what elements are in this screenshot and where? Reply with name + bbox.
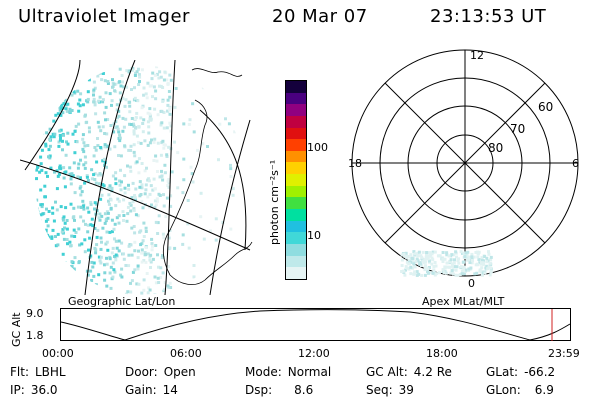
x-tick-0600: 06:00	[170, 347, 202, 360]
colorbar-segment	[286, 150, 306, 163]
info-ip: IP: 36.0	[10, 383, 58, 397]
colorbar-segment	[286, 139, 306, 151]
colorbar-unit-label: photon cm⁻²s⁻¹	[268, 159, 281, 245]
colorbar-segment	[286, 185, 306, 198]
altitude-strip	[60, 308, 571, 341]
mlt-meridian	[384, 82, 546, 244]
colorbar-segment	[286, 127, 306, 140]
latitude-line	[20, 159, 251, 251]
altitude-curve	[60, 309, 571, 341]
time-label: 23:13:53 UT	[430, 6, 547, 27]
colorbar-segment	[286, 220, 306, 233]
mlt-label-18: 18	[348, 157, 362, 170]
colorbar-segment	[286, 92, 306, 105]
colorbar-segment	[286, 197, 306, 210]
colorbar-segment	[286, 267, 306, 279]
coastline	[191, 68, 243, 77]
geographic-label: Geographic Lat/Lon	[68, 295, 176, 308]
coastline	[162, 99, 253, 285]
x-tick-1800: 18:00	[426, 347, 458, 360]
longitude-line	[84, 60, 136, 295]
info-glat: GLat: -66.2	[486, 365, 556, 379]
colorbar-tick-100: 100	[307, 141, 328, 154]
colorbar-segment	[286, 81, 306, 93]
colorbar-segment	[286, 162, 306, 175]
colorbar-tick-10: 10	[307, 229, 321, 242]
mlt-label-6: 6	[572, 157, 579, 170]
colorbar-segment	[286, 104, 306, 116]
info-dsp: Dsp: 8.6	[245, 383, 314, 397]
info-glon: GLon: 6.9	[486, 383, 554, 397]
info-mode: Mode: Normal	[245, 365, 332, 379]
x-tick-1200: 12:00	[298, 347, 330, 360]
colorbar-segment	[286, 174, 306, 186]
colorbar-segment	[286, 232, 306, 244]
colorbar-segment	[286, 209, 306, 221]
info-filter: Flt: LBHL	[10, 365, 66, 379]
colorbar-segment	[286, 243, 306, 256]
y-tick-9: 9.0	[26, 307, 44, 320]
geographic-map-image	[20, 60, 253, 295]
mlt-label-12: 12	[470, 49, 484, 62]
info-seq: Seq: 39	[366, 383, 414, 397]
colorbar-segment	[286, 255, 306, 268]
x-tick-0000: 00:00	[42, 347, 74, 360]
info-door: Door: Open	[125, 365, 196, 379]
longitude-line	[24, 60, 81, 171]
colorbar-segment	[286, 115, 306, 128]
info-gain: Gain: 14	[125, 383, 178, 397]
info-gc-alt: GC Alt: 4.2 Re	[366, 365, 452, 379]
polar-mlat-mlt-plot: 12 18 6 0 60 70 80	[348, 49, 579, 290]
instrument-title: Ultraviolet Imager	[18, 6, 190, 27]
longitude-line	[164, 60, 176, 295]
lat-label-70: 70	[510, 122, 525, 136]
gc-alt-axis-label: GC Alt	[10, 312, 23, 347]
mlt-label-0: 0	[468, 277, 475, 290]
x-tick-2359: 23:59	[548, 347, 580, 360]
polar-auroral-emission	[400, 250, 493, 277]
colorbar	[285, 80, 307, 280]
date-label: 20 Mar 07	[272, 6, 368, 27]
strip-frame	[60, 308, 571, 341]
polar-label: Apex MLat/MLT	[422, 295, 505, 308]
latitude-line	[199, 109, 247, 251]
lat-label-80: 80	[488, 141, 503, 155]
auroral-emission	[35, 65, 237, 295]
lat-label-60: 60	[538, 100, 553, 114]
y-tick-1-8: 1.8	[26, 329, 44, 342]
